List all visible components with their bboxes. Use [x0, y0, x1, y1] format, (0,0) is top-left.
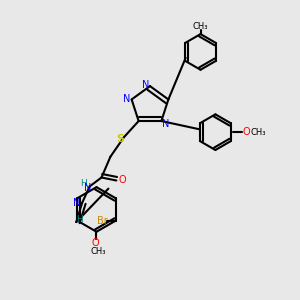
Text: N: N — [84, 183, 92, 193]
Text: S: S — [116, 134, 124, 144]
Text: N: N — [142, 80, 149, 90]
Text: O: O — [91, 238, 99, 248]
Text: N: N — [124, 94, 131, 104]
Text: H: H — [76, 214, 83, 224]
Text: CH₃: CH₃ — [193, 22, 208, 31]
Text: CH₃: CH₃ — [251, 128, 266, 137]
Text: O: O — [243, 127, 250, 137]
Text: O: O — [118, 176, 126, 185]
Text: Br: Br — [97, 216, 108, 226]
Text: CH₃: CH₃ — [90, 247, 106, 256]
Text: H: H — [80, 179, 87, 188]
Text: N: N — [162, 119, 169, 129]
Text: N: N — [73, 198, 80, 208]
